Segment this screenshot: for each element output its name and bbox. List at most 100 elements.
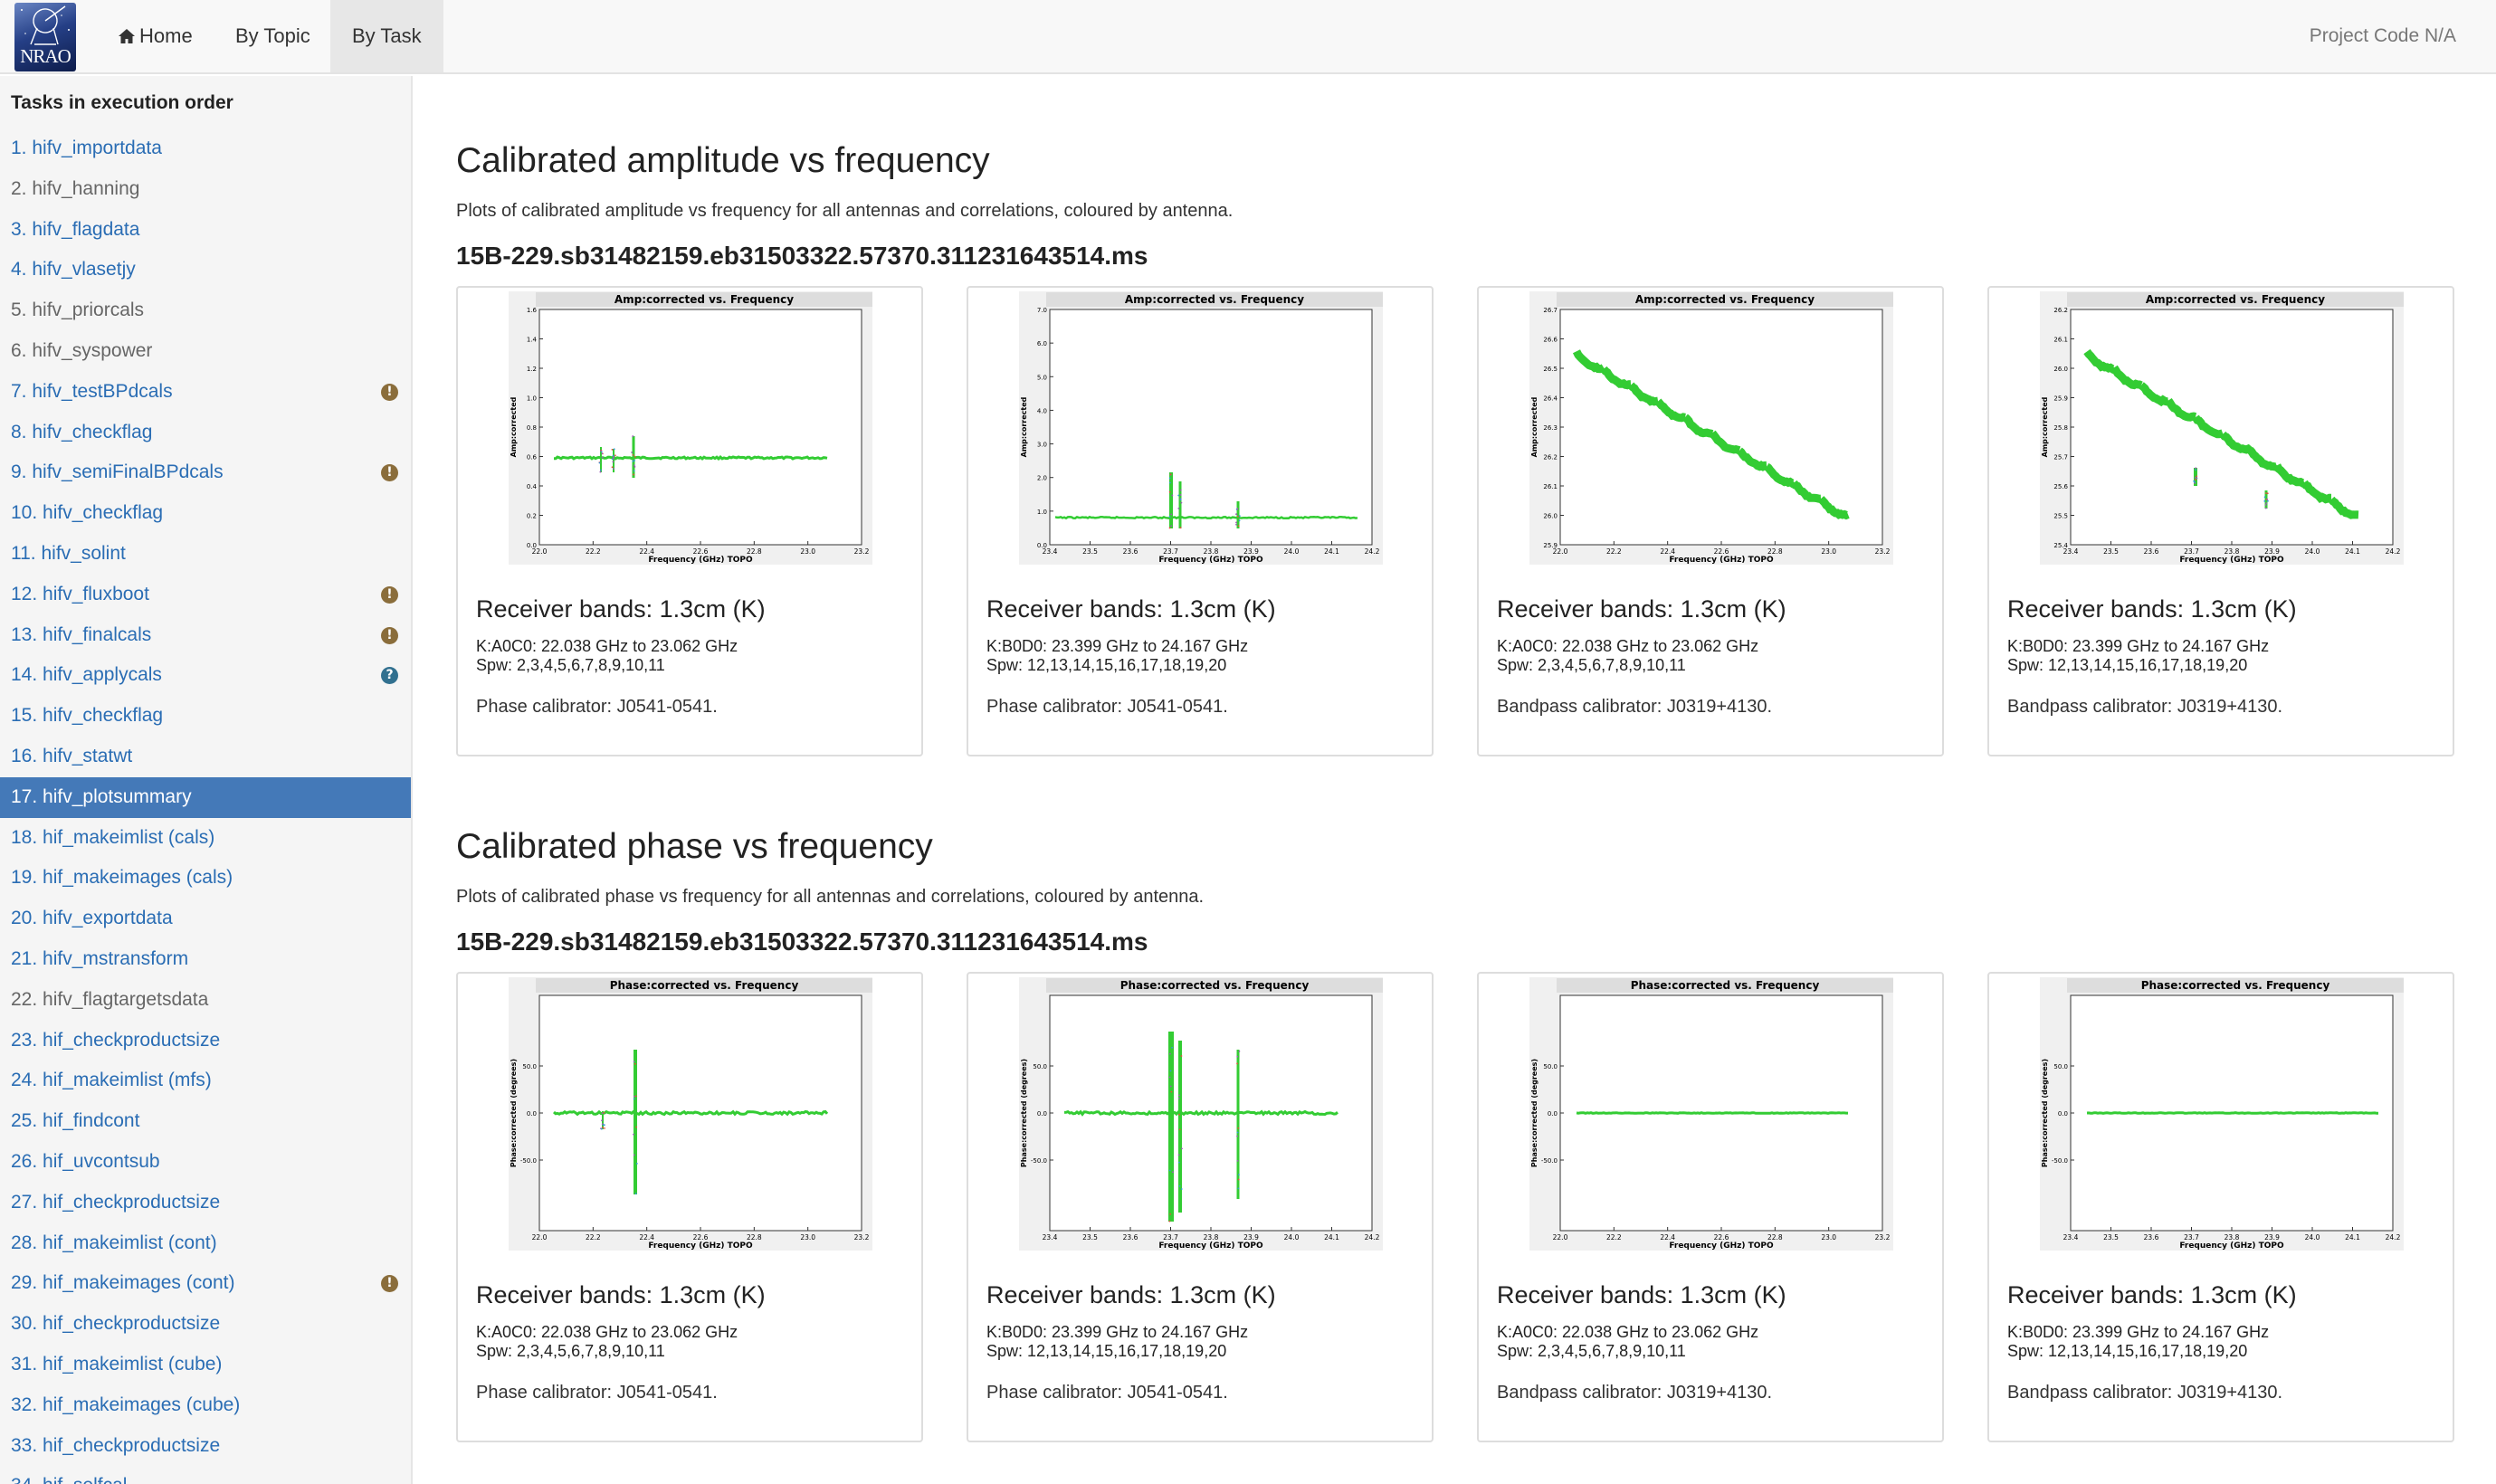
plot-xlabel: Frequency (GHz) TOPO <box>1158 556 1263 565</box>
sidebar-item-hifv-flagtargetsdata[interactable]: 22. hifv_flagtargetsdata <box>0 980 411 1021</box>
sidebar-item-hif-checkproductsize[interactable]: 27. hif_checkproductsize <box>0 1183 411 1223</box>
sidebar-item-hifv-flagdata[interactable]: 3. hifv_flagdata <box>0 210 411 251</box>
plot-thumbnail[interactable]: Phase:corrected vs. Frequency Phase:corre… <box>1019 977 1383 1251</box>
sidebar-item-hif-checkproductsize[interactable]: 23. hif_checkproductsize <box>0 1021 411 1061</box>
sidebar-item-hifv-plotsummary[interactable]: 17. hifv_plotsummary <box>0 776 411 818</box>
data-outlier <box>1236 1055 1239 1058</box>
nav-home-label: Home <box>139 24 193 47</box>
data-outlier <box>1237 525 1240 528</box>
sidebar-item-hif-makeimlist-cals[interactable]: 18. hif_makeimlist (cals) <box>0 818 411 859</box>
sidebar-item-label: 19. hif_makeimages (cals) <box>11 867 233 889</box>
data-outlier <box>1171 494 1174 497</box>
plot-title: Amp:corrected vs. Frequency <box>1125 293 1304 306</box>
data-outlier <box>1177 1097 1180 1099</box>
sidebar-item-hif-checkproductsize[interactable]: 30. hif_checkproductsize <box>0 1304 411 1345</box>
plot-xlabel: Frequency (GHz) TOPO <box>2179 1241 2284 1251</box>
plot-thumbnail[interactable]: Phase:corrected vs. Frequency Phase:corre… <box>509 977 872 1251</box>
sidebar-item-label: 7. hifv_testBPdcals <box>11 380 173 402</box>
data-outlier <box>601 452 604 455</box>
card-spw-range: K:B0D0: 23.399 GHz to 24.167 GHz <box>2007 1323 2270 1341</box>
x-tick-label: 22.0 <box>532 1233 548 1241</box>
nav-by-task-link[interactable]: By Task <box>330 0 443 72</box>
plot-ylabel: Amp:corrected <box>1020 396 1028 457</box>
sidebar-item-hif-checkproductsize[interactable]: 33. hif_checkproductsize <box>0 1426 411 1467</box>
data-outlier <box>634 460 636 461</box>
sidebar-item-label: 12. hifv_fluxboot <box>11 583 149 604</box>
data-outlier <box>1169 1070 1172 1072</box>
data-outlier <box>2263 499 2266 502</box>
data-outlier <box>1171 1046 1174 1049</box>
sidebar-item-hifv-mstransform[interactable]: 21. hifv_mstransform <box>0 939 411 980</box>
data-outlier <box>635 1163 638 1165</box>
sidebar-item-hif-makeimlist-cube[interactable]: 31. hif_makeimlist (cube) <box>0 1345 411 1385</box>
x-tick-label: 23.9 <box>2264 547 2280 556</box>
plot-title-bar <box>2067 292 2404 307</box>
y-tick-label: 1.4 <box>527 337 538 344</box>
sidebar-item-label: 13. hifv_finalcals <box>11 623 152 645</box>
data-trace <box>2110 365 2143 390</box>
data-outlier <box>1168 1220 1171 1222</box>
card-title: Receiver bands: 1.3cm (K) <box>2007 1281 2297 1308</box>
sidebar-item-hifv-importdata[interactable]: 1. hifv_importdata <box>0 128 411 169</box>
data-trace <box>1654 398 1686 423</box>
data-trace <box>1572 349 1606 374</box>
plot-axes-frame <box>538 309 862 546</box>
data-outlier <box>1236 515 1239 518</box>
plot-data-points <box>1576 1111 1848 1115</box>
sidebar-item-hifv-vlasetjy[interactable]: 4. hifv_vlasetjy <box>0 250 411 290</box>
sidebar-item-hifv-statwt[interactable]: 16. hifv_statwt <box>0 737 411 777</box>
sidebar-item-label: 10. hifv_checkflag <box>11 502 164 524</box>
sidebar-item-hif-makeimlist-mfs[interactable]: 24. hif_makeimlist (mfs) <box>0 1061 411 1101</box>
plot-thumbnail[interactable]: Phase:corrected vs. Frequency Phase:corre… <box>1529 977 1893 1251</box>
sidebar-item-hifv-priorcals[interactable]: 5. hifv_priorcals <box>0 290 411 331</box>
plot-thumbnail[interactable]: Phase:corrected vs. Frequency Phase:corre… <box>2040 977 2404 1251</box>
data-outlier <box>599 469 602 471</box>
plot-thumbnail[interactable]: Amp:corrected vs. Frequency Amp:corrected… <box>1529 291 1893 565</box>
sidebar-item-hifv-checkflag[interactable]: 8. hifv_checkflag <box>0 413 411 453</box>
data-outlier <box>1236 1062 1238 1065</box>
x-tick-label: 24.0 <box>1284 547 1300 556</box>
sidebar-item-label: 1. hifv_importdata <box>11 138 162 158</box>
y-tick-label: 50.0 <box>1543 1063 1558 1070</box>
sidebar-item-hifv-testbpdcals[interactable]: 7. hifv_testBPdcals! <box>0 372 411 413</box>
data-outlier <box>1178 1128 1181 1131</box>
sidebar-item-hifv-semifinalbpdcals[interactable]: 9. hifv_semiFinalBPdcals! <box>0 452 411 493</box>
plot-thumbnail[interactable]: Amp:corrected vs. Frequency Amp:corrected… <box>1019 291 1383 565</box>
sidebar-item-hif-makeimages-cont[interactable]: 29. hif_makeimages (cont)! <box>0 1263 411 1304</box>
card-calibrator: Phase calibrator: J0541-0541. <box>476 697 718 717</box>
nav-by-topic-link[interactable]: By Topic <box>235 24 310 47</box>
sidebar-item-hif-makeimlist-cont[interactable]: 28. hif_makeimlist (cont) <box>0 1223 411 1264</box>
data-outlier <box>1169 473 1172 476</box>
x-tick-label: 23.7 <box>1163 1233 1178 1241</box>
sidebar-item-hifv-exportdata[interactable]: 20. hifv_exportdata <box>0 899 411 939</box>
sidebar-item-hifv-syspower[interactable]: 6. hifv_syspower <box>0 331 411 372</box>
sidebar-item-hif-findcont[interactable]: 25. hif_findcont <box>0 1101 411 1142</box>
plot-ylabel: Amp:corrected <box>2041 396 2049 457</box>
x-tick-label: 24.1 <box>1324 1233 1339 1241</box>
card-title: Receiver bands: 1.3cm (K) <box>2007 595 2297 623</box>
nrao-logo[interactable]: NRAO <box>14 3 76 71</box>
nav-home-link[interactable]: Home <box>96 0 214 72</box>
sidebar-item-hifv-applycals[interactable]: 14. hifv_applycals? <box>0 655 411 696</box>
sidebar-item-hifv-finalcals[interactable]: 13. hifv_finalcals! <box>0 615 411 656</box>
sidebar-item-hifv-fluxboot[interactable]: 12. hifv_fluxboot! <box>0 575 411 615</box>
y-tick-label: 0.2 <box>527 513 537 520</box>
sidebar-item-hifv-checkflag[interactable]: 10. hifv_checkflag <box>0 493 411 534</box>
plot-cards: Amp:corrected vs. Frequency Amp:corrected… <box>456 286 2492 756</box>
y-tick-label: 26.2 <box>1543 454 1558 461</box>
sidebar-item-label: 4. hifv_vlasetjy <box>11 259 136 281</box>
card-title: Receiver bands: 1.3cm (K) <box>1497 595 1786 623</box>
sidebar-item-hif-makeimages-cals[interactable]: 19. hif_makeimages (cals) <box>0 858 411 899</box>
sidebar-item-hif-makeimages-cube[interactable]: 32. hif_makeimages (cube) <box>0 1385 411 1426</box>
sidebar-item-hifv-solint[interactable]: 11. hifv_solint <box>0 534 411 575</box>
data-outlier <box>2263 496 2266 499</box>
sidebar-item-hif-uvcontsub[interactable]: 26. hif_uvcontsub <box>0 1142 411 1183</box>
plot-thumbnail[interactable]: Amp:corrected vs. Frequency Amp:corrected… <box>2040 291 2404 565</box>
y-tick-label: 25.4 <box>2053 542 2068 549</box>
sidebar-item-hif-selfcal[interactable]: 34. hif_selfcal <box>0 1466 411 1484</box>
sidebar-item-hifv-hanning[interactable]: 2. hifv_hanning <box>0 169 411 210</box>
sidebar-item-hifv-checkflag[interactable]: 15. hifv_checkflag <box>0 696 411 737</box>
plot-thumbnail[interactable]: Amp:corrected vs. Frequency Amp:corrected… <box>509 291 872 565</box>
warning-badge-icon: ! <box>381 626 398 644</box>
x-tick-label: 24.1 <box>1324 547 1339 556</box>
